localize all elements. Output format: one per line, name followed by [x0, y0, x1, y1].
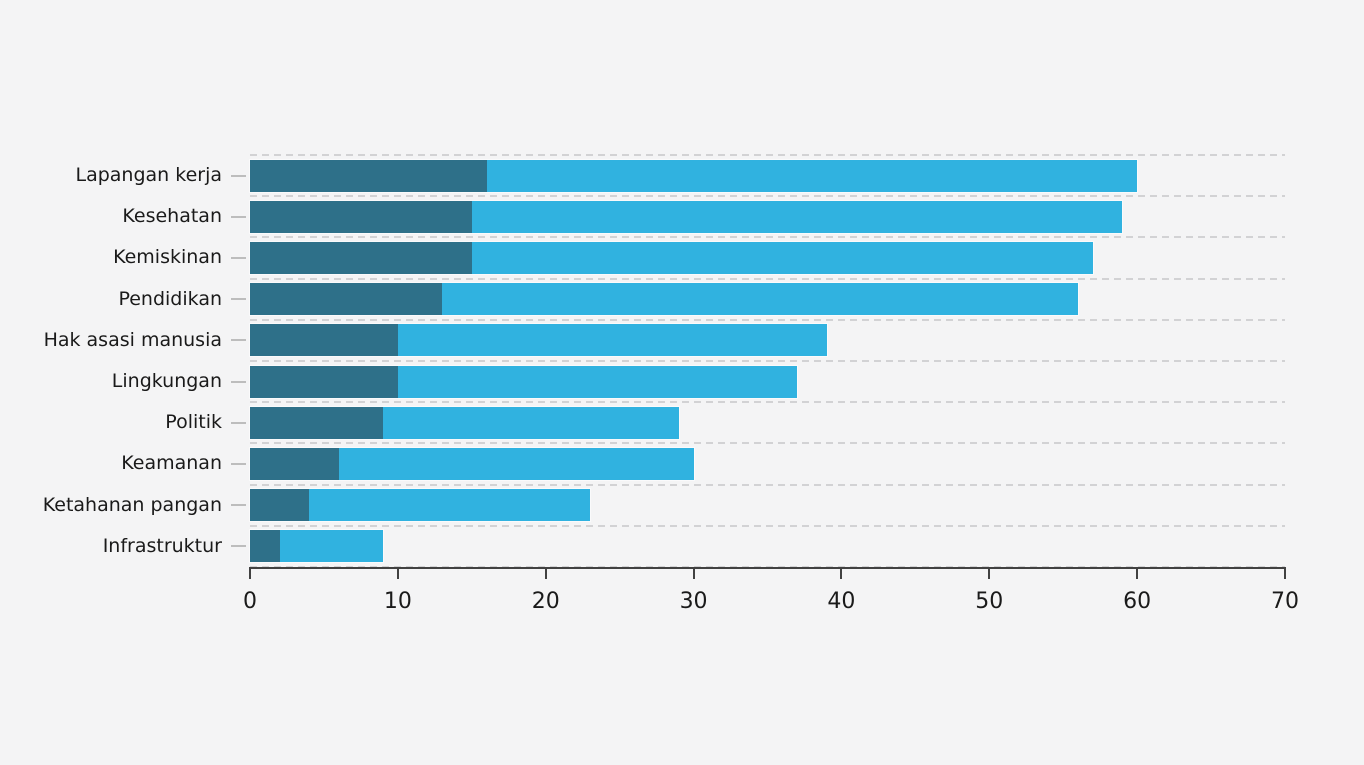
x-tick-mark — [840, 567, 843, 579]
gridline — [250, 442, 1285, 445]
bar-segment-dark-teal-segment — [250, 200, 472, 233]
x-tick-mark — [396, 567, 399, 579]
x-tick-label: 40 — [827, 589, 856, 614]
x-tick-mark — [692, 567, 695, 579]
bar-segment-dark-teal-segment — [250, 530, 280, 563]
bar-segment-light-blue-segment — [442, 283, 1078, 316]
category-label: Politik — [165, 411, 222, 434]
category-label: Ketahanan pangan — [42, 493, 222, 516]
bar-segment-light-blue-segment — [338, 448, 694, 480]
y-tick-mark — [231, 215, 246, 218]
gridline — [250, 277, 1285, 280]
category-label: Lingkungan — [111, 370, 222, 392]
category-label: Kesehatan — [122, 205, 222, 228]
bar-row — [250, 242, 1093, 274]
bar-row — [250, 406, 679, 439]
x-tick-mark — [249, 567, 251, 579]
bar-segment-light-blue-segment — [397, 324, 827, 357]
x-tick-label: 20 — [531, 589, 560, 614]
gridline — [250, 360, 1285, 362]
bar-segment-dark-teal-segment — [250, 242, 472, 274]
y-tick-mark — [231, 298, 246, 301]
bar-row — [250, 324, 827, 357]
gridline — [250, 318, 1285, 321]
gridline — [250, 524, 1285, 527]
x-tick-label: 0 — [243, 589, 257, 614]
category-label: Infrastruktur — [102, 534, 222, 557]
bar-segment-light-blue-segment — [383, 406, 679, 439]
category-label: Keamanan — [121, 452, 222, 475]
bar-row — [250, 365, 798, 398]
y-tick-mark — [231, 257, 246, 259]
gridline — [250, 154, 1285, 156]
y-tick-mark — [231, 380, 246, 383]
bar-row — [250, 200, 1123, 233]
bar-segment-dark-teal-segment — [250, 324, 398, 357]
bar-segment-dark-teal-segment — [250, 489, 310, 522]
x-tick-label: 60 — [1123, 589, 1152, 614]
bar-segment-light-blue-segment — [471, 200, 1123, 233]
x-axis-line — [250, 567, 1286, 569]
x-tick-mark — [1136, 567, 1139, 579]
bar-segment-dark-teal-segment — [250, 365, 398, 398]
bar-segment-light-blue-segment — [309, 489, 591, 522]
bar-segment-dark-teal-segment — [250, 448, 339, 480]
y-tick-mark — [231, 421, 246, 424]
bar-row — [250, 489, 591, 522]
y-tick-mark — [231, 463, 246, 465]
x-tick-label: 70 — [1271, 589, 1299, 614]
bar-segment-dark-teal-segment — [250, 159, 487, 192]
x-tick-mark — [988, 567, 991, 579]
x-tick-label: 50 — [975, 589, 1004, 614]
bar-row — [250, 448, 694, 480]
y-tick-mark — [231, 174, 246, 177]
y-tick-mark — [231, 504, 246, 507]
category-label: Pendidikan — [118, 287, 222, 310]
bar-row — [250, 283, 1078, 316]
bar-segment-light-blue-segment — [486, 159, 1138, 192]
bar-row — [250, 530, 384, 563]
bar-segment-light-blue-segment — [397, 365, 798, 398]
x-tick-mark — [1284, 567, 1286, 579]
gridline — [250, 401, 1285, 404]
bar-segment-dark-teal-segment — [250, 283, 443, 316]
x-tick-label: 30 — [679, 589, 708, 614]
category-label: Hak asasi manusia — [43, 328, 222, 351]
plot-area: Lapangan kerja Kesehatan Kemiskinan Pendidi… — [43, 154, 1285, 568]
gridline — [250, 195, 1285, 198]
category-label: Lapangan kerja — [75, 164, 222, 186]
bar-row — [250, 159, 1138, 192]
y-tick-mark — [231, 339, 246, 342]
category-label: Kemiskinan — [113, 246, 222, 269]
gridline — [250, 483, 1285, 486]
y-tick-mark — [231, 545, 246, 548]
x-tick-mark — [544, 567, 547, 579]
bar-segment-dark-teal-segment — [250, 406, 384, 439]
gridline — [250, 236, 1285, 239]
x-tick-label: 10 — [383, 589, 412, 614]
bar-segment-light-blue-segment — [471, 242, 1093, 274]
bar-segment-light-blue-segment — [279, 530, 384, 563]
